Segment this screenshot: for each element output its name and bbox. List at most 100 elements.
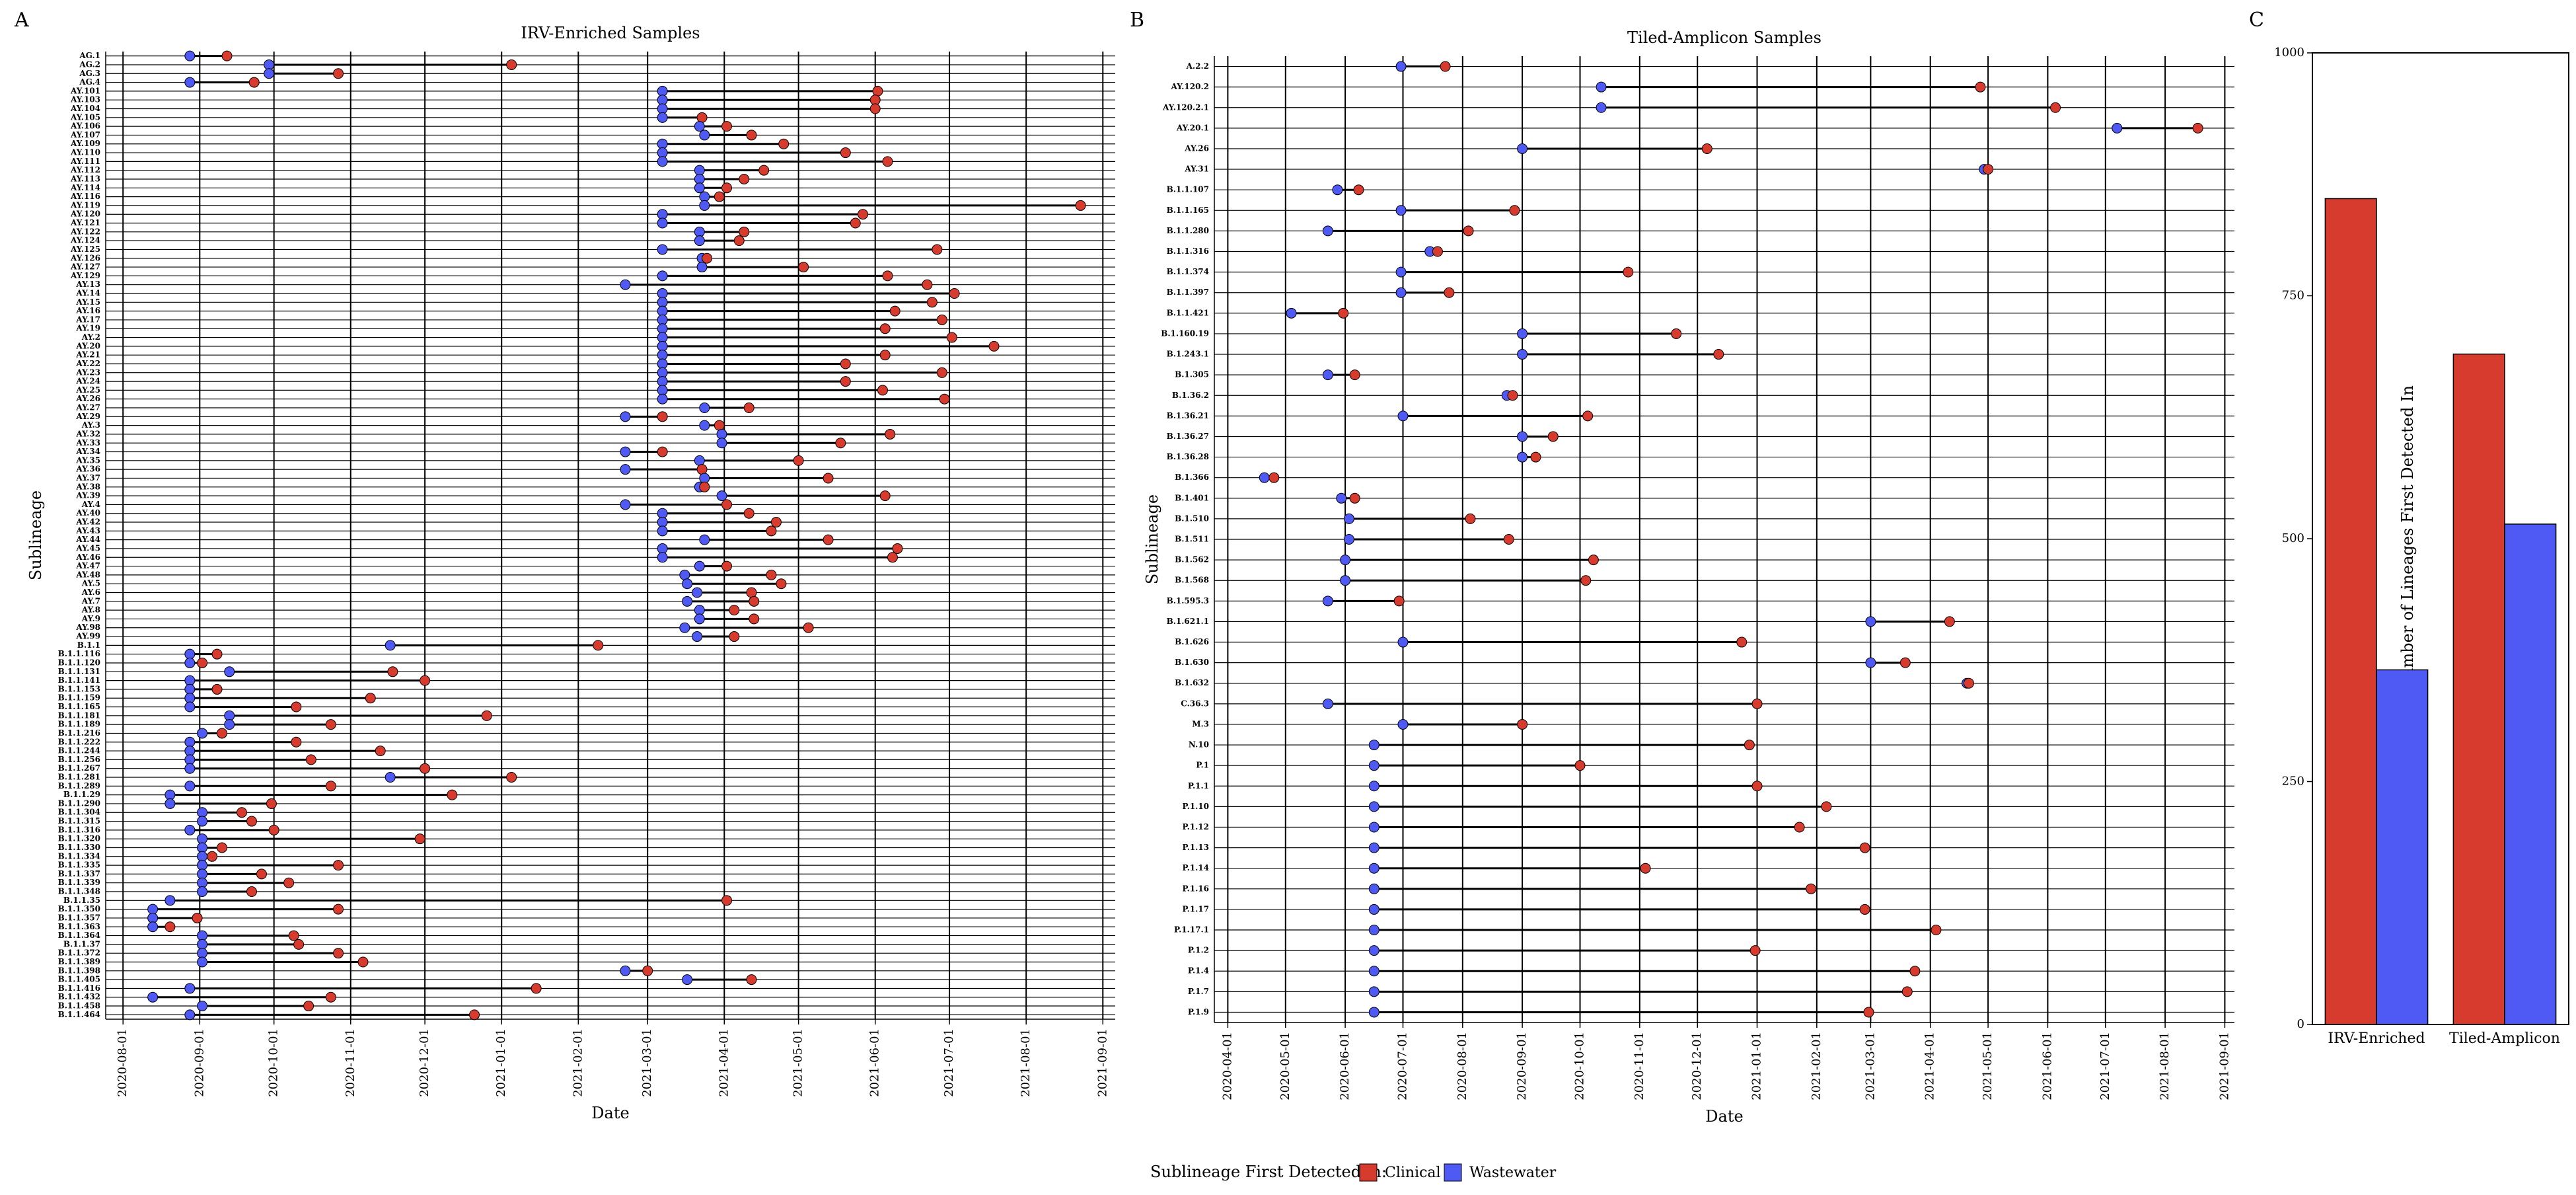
wastewater-detection-point — [682, 974, 693, 985]
clinical-detection-point — [420, 763, 431, 774]
wastewater-detection-point — [620, 499, 631, 510]
sublineage-label: B.1.1.165 — [58, 702, 100, 711]
sublineage-label: AY.110 — [70, 148, 100, 157]
sublineage-label: AY.98 — [75, 623, 100, 632]
clinical-detection-point — [387, 666, 398, 677]
clinical-detection-point — [1547, 431, 1559, 442]
clinical-detection-point — [721, 560, 733, 572]
sublineage-label: AY.26 — [75, 394, 100, 403]
clinical-detection-point — [733, 235, 745, 247]
x-tick-label: 2020-10-01 — [267, 1028, 281, 1097]
wastewater-detection-point — [657, 305, 668, 317]
x-tick-label: 2021-05-01 — [1981, 1032, 1995, 1100]
x-tick-label: 2021-03-01 — [640, 1028, 654, 1097]
sublineage-label: B.1.1.330 — [58, 843, 100, 852]
wastewater-detection-point — [657, 85, 668, 96]
wastewater-detection-point — [1517, 431, 1528, 442]
clinical-detection-point — [420, 675, 431, 686]
sublineage-label: AY.126 — [70, 253, 100, 262]
clinical-detection-point — [197, 657, 208, 668]
clinical-detection-point — [657, 446, 668, 457]
sublineage-label: B.1.632 — [1175, 678, 1209, 687]
wastewater-detection-point — [694, 165, 705, 176]
x-tick-label: 2020-04-01 — [1220, 1032, 1234, 1100]
clinical-detection-point — [939, 393, 950, 405]
sublineage-label: AY.125 — [70, 245, 100, 254]
wastewater-detection-point — [657, 508, 668, 519]
panel-b-dumbbell-chart: B Tiled-Amplicon Samples Date Sublineage 202… — [1130, 9, 2234, 1126]
sublineage-label: B.1.1.189 — [58, 720, 100, 729]
clinical-detection-point — [283, 877, 295, 888]
sublineage-label: AY.43 — [75, 526, 100, 535]
clinical-detection-point — [988, 340, 1000, 352]
wastewater-detection-point — [1340, 575, 1351, 586]
sublineage-label: B.1.1.357 — [58, 913, 100, 922]
wastewater-detection-point — [716, 428, 727, 440]
wastewater-detection-point — [657, 517, 668, 528]
wastewater-detection-point — [184, 50, 196, 61]
clinical-detection-point — [1509, 205, 1520, 216]
x-tick-label: 2021-06-01 — [2040, 1032, 2054, 1100]
y-tick-label: 750 — [2282, 289, 2304, 303]
sublineage-label: AY.7 — [81, 596, 100, 605]
wastewater-detection-point — [696, 262, 708, 273]
x-tick-label: 2020-09-01 — [1515, 1032, 1529, 1100]
clinical-detection-point — [746, 587, 757, 598]
sublineage-label: AG.4 — [79, 77, 100, 87]
clinical-detection-point — [236, 807, 247, 818]
clinical-detection-point — [248, 77, 260, 88]
sublineage-label: AY.5 — [81, 579, 100, 588]
x-axis-label: Date — [591, 1104, 629, 1122]
wastewater-detection-point — [657, 314, 668, 325]
wastewater-detection-point — [694, 613, 705, 625]
clinical-detection-point — [642, 965, 653, 976]
sublineage-label: B.1.1.364 — [58, 931, 100, 940]
clinical-detection-point — [936, 367, 947, 378]
clinical-detection-point — [872, 85, 883, 96]
wastewater-detection-point — [1865, 657, 1876, 668]
sublineage-label: AY.40 — [75, 508, 100, 518]
clinical-detection-point — [696, 464, 708, 475]
sublineage-label: AY.112 — [70, 165, 100, 174]
sublineage-label: AY.13 — [75, 280, 100, 289]
wastewater-detection-point — [682, 596, 693, 607]
clinical-detection-point — [333, 904, 344, 915]
wastewater-detection-point — [1368, 966, 1380, 977]
x-tick-label: 2020-11-01 — [344, 1028, 357, 1097]
sublineage-label: AY.3 — [81, 420, 100, 430]
wastewater-detection-point — [699, 130, 710, 141]
sublineage-label: B.1.1.458 — [58, 1001, 100, 1011]
sublineage-label: N.10 — [1189, 740, 1209, 750]
sublineage-label: B.1.1.389 — [58, 957, 100, 966]
clinical-detection-point — [869, 95, 881, 106]
sublineage-label: AG.3 — [79, 69, 100, 78]
clinical-detection-point — [1859, 842, 1870, 853]
sublineage-label: AG.2 — [79, 59, 100, 69]
wastewater-detection-point — [224, 666, 235, 677]
sublineage-label: B.1.562 — [1175, 555, 1209, 564]
sublineage-label: B.1.1.372 — [58, 948, 100, 958]
clinical-detection-point — [949, 288, 960, 299]
sublineage-label: P.1.14 — [1183, 863, 1209, 872]
sublineage-label: AY.101 — [70, 86, 100, 95]
clinical-detection-point — [305, 754, 316, 765]
x-axis-label: Date — [1705, 1107, 1743, 1126]
sublineage-label: B.1.1.216 — [58, 728, 100, 738]
clinical-detection-point — [840, 147, 851, 159]
clinical-detection-point — [823, 534, 834, 545]
wastewater-detection-point — [385, 772, 396, 783]
clinical-detection-point — [1806, 883, 1817, 894]
clinical-detection-point — [1931, 925, 1942, 936]
wastewater-detection-point — [699, 200, 710, 211]
x-tick-label: 2020-12-01 — [418, 1028, 431, 1097]
wastewater-detection-point — [657, 147, 668, 159]
clinical-detection-point — [1751, 698, 1763, 709]
sublineage-label: AY.8 — [81, 605, 100, 615]
wastewater-detection-point — [716, 438, 727, 449]
sublineage-label: B.1.1.153 — [58, 684, 100, 693]
sublineage-label: B.1.511 — [1175, 535, 1209, 544]
clinical-detection-point — [714, 191, 725, 202]
clinical-detection-point — [887, 552, 898, 563]
clinical-detection-point — [1432, 246, 1443, 257]
x-tick-label: 2020-07-01 — [1395, 1032, 1409, 1100]
